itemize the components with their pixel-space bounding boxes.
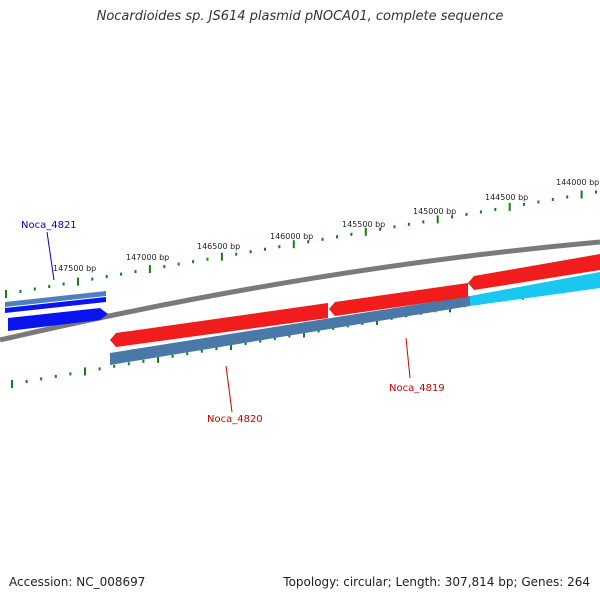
gene-noca-4819-arrow-b [468,254,600,290]
gene-noca-4821-leader [46,231,55,281]
accession-text: Accession: NC_008697 [9,575,146,589]
gene-noca-4819-label: Noca_4819 [389,383,445,394]
tick-label: 146000 bp [270,232,313,241]
tick-label: 145500 bp [342,220,385,229]
tick-label: 147500 bp [53,264,96,273]
tick-label: 146500 bp [197,242,240,251]
gene-noca-4820-arrow [110,303,328,347]
gene-noca-4819-arrow-a [329,283,468,316]
gene-noca-4821-arrow [8,308,108,331]
tick-label: 144500 bp [485,193,528,202]
gene-noca-4819-highlight [470,272,600,306]
gene-noca-4821-outline-dark [5,297,106,313]
gene-noca-4820-leader [225,365,233,413]
tick-labels: 147500 bp 147000 bp 146500 bp 146000 bp 1455… [53,178,599,273]
tick-label: 144000 bp [556,178,599,187]
gene-noca-4821-outline-light [5,291,106,307]
outer-tick-ring [5,190,597,298]
gene-noca-4819[interactable]: Noca_4819 [329,254,600,394]
topology-text: Topology: circular; Length: 307,814 bp; … [283,575,590,589]
gene-noca-4821[interactable]: Noca_4821 [5,220,108,331]
gene-noca-4821-label: Noca_4821 [21,220,77,231]
gene-noca-4819-leader [405,337,411,379]
gene-noca-4820[interactable]: Noca_4820 [110,296,470,425]
gene-noca-4820-label: Noca_4820 [207,414,263,425]
tick-label: 147000 bp [126,253,169,262]
map-title: Nocardioides sp. JS614 plasmid pNOCA01, … [96,9,504,24]
tick-label: 145000 bp [413,207,456,216]
gene-noca-4820-shadow [110,296,470,365]
